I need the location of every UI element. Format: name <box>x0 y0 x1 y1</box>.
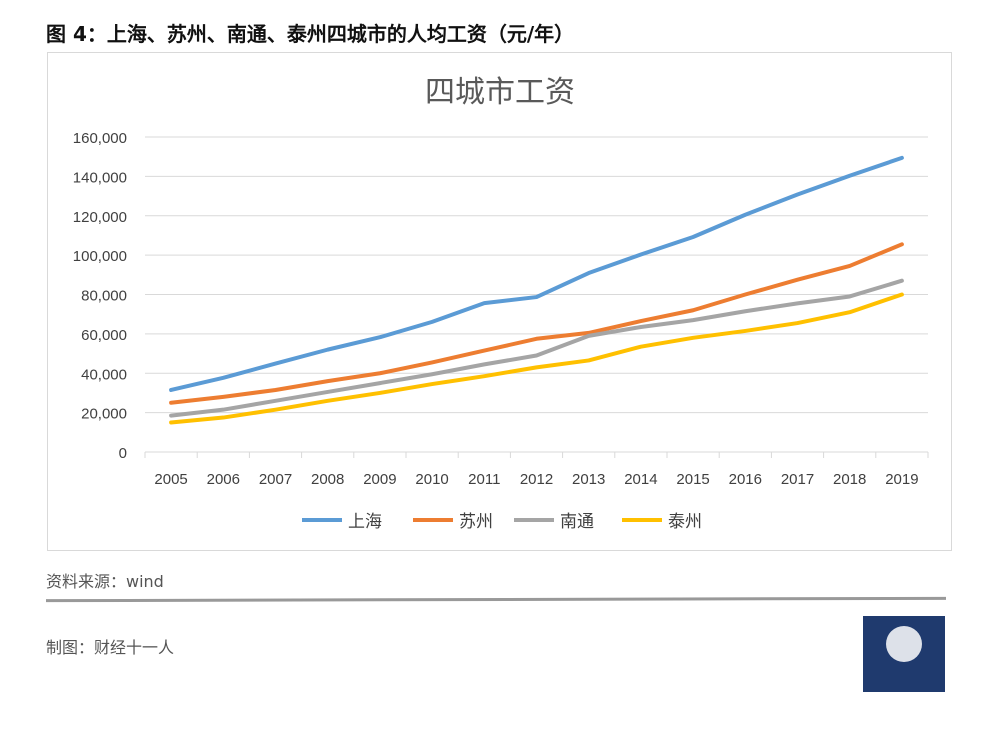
x-tick-label: 2011 <box>468 471 500 488</box>
y-tick-label: 120,000 <box>73 209 127 226</box>
globe-icon <box>886 626 922 662</box>
x-tick-label: 2013 <box>572 471 605 488</box>
maker-note: 制图：财经十一人 <box>46 638 175 657</box>
chart-frame <box>47 52 952 551</box>
legend-label: 泰州 <box>668 512 702 532</box>
legend-label: 上海 <box>348 512 382 532</box>
x-tick-label: 2018 <box>833 471 866 488</box>
x-tick-label: 2005 <box>154 471 187 488</box>
x-tick-label: 2019 <box>885 471 918 488</box>
legend-label: 南通 <box>560 512 594 532</box>
x-tick-label: 2006 <box>207 471 240 488</box>
series-line-上海 <box>169 155 904 392</box>
x-tick-label: 2009 <box>363 471 396 488</box>
series-line-泰州 <box>169 292 904 425</box>
x-tick-label: 2008 <box>311 471 344 488</box>
y-tick-label: 20,000 <box>81 406 127 423</box>
x-tick-label: 2015 <box>676 471 709 488</box>
y-tick-label: 80,000 <box>81 288 127 305</box>
y-tick-label: 100,000 <box>73 248 127 265</box>
y-tick-label: 160,000 <box>73 130 127 147</box>
y-tick-label: 0 <box>119 445 127 462</box>
figure-title: 图 4：上海、苏州、南通、泰州四城市的人均工资（元/年） <box>46 22 575 46</box>
logo <box>863 616 945 692</box>
legend-label: 苏州 <box>459 512 493 532</box>
x-tick-label: 2014 <box>624 471 657 488</box>
x-tick-label: 2016 <box>729 471 762 488</box>
y-tick-label: 60,000 <box>81 327 127 344</box>
chart-title: 四城市工资 <box>425 75 575 110</box>
x-tick-label: 2007 <box>259 471 292 488</box>
series-line-南通 <box>169 278 904 418</box>
x-tick-label: 2017 <box>781 471 814 488</box>
series-line-苏州 <box>169 242 904 405</box>
source-note: 资料来源：wind <box>46 572 164 591</box>
x-tick-label: 2010 <box>415 471 448 488</box>
y-tick-label: 140,000 <box>73 169 127 186</box>
y-tick-label: 40,000 <box>81 366 127 383</box>
x-tick-label: 2012 <box>520 471 553 488</box>
